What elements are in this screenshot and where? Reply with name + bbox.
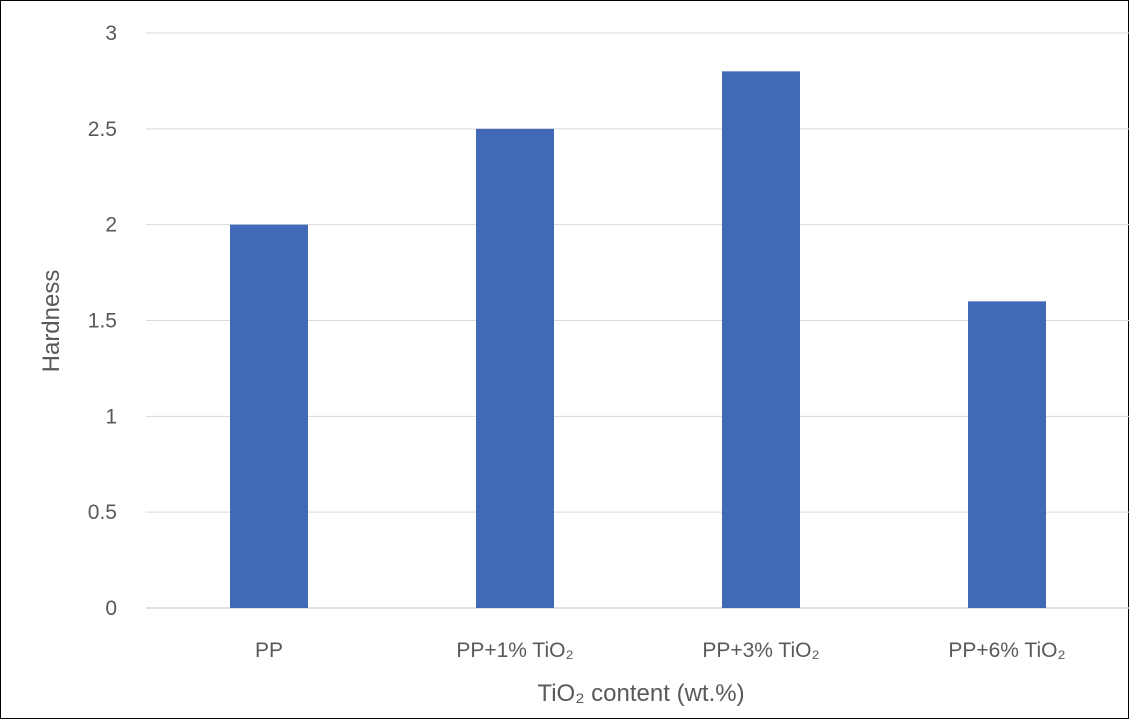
x-tick-label-3: PP+6% TiO₂	[948, 639, 1065, 662]
x-tick-label-1: PP+1% TiO₂	[456, 639, 573, 662]
y-tick-label-6: 3	[105, 22, 117, 45]
y-tick-label-2: 1	[105, 405, 117, 428]
y-axis-title: Hardness	[38, 270, 65, 373]
y-tick-label-1: 0.5	[88, 501, 117, 524]
bar-0	[230, 224, 308, 608]
y-axis-tick-labels: 0 0.5 1 1.5 2 2.5 3	[88, 22, 117, 620]
bars	[230, 71, 1046, 609]
y-tick-label-5: 2.5	[88, 118, 117, 141]
x-axis-title: TiO₂ content (wt.%)	[537, 680, 744, 707]
x-axis-tick-labels: PP PP+1% TiO₂ PP+3% TiO₂ PP+6% TiO₂	[255, 639, 1066, 662]
y-tick-label-4: 2	[105, 214, 117, 237]
gridlines	[146, 32, 1129, 609]
x-tick-label-2: PP+3% TiO₂	[702, 639, 819, 662]
bar-2	[722, 71, 800, 609]
x-tick-label-0: PP	[255, 639, 283, 662]
y-tick-label-3: 1.5	[88, 310, 117, 333]
y-tick-label-0: 0	[105, 597, 117, 620]
bar-3	[968, 301, 1046, 608]
bar-1	[476, 128, 554, 608]
